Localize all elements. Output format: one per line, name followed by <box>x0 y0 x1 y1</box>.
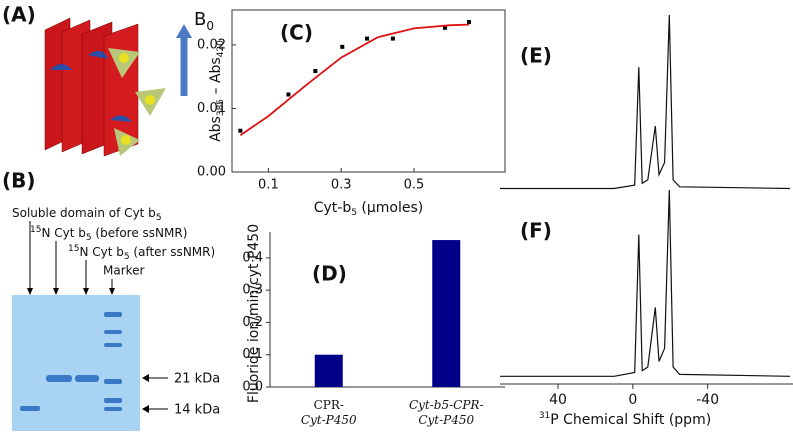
x-tick-label: 0.3 <box>331 178 352 193</box>
t: 15 <box>68 244 79 254</box>
bar <box>432 240 461 387</box>
data-point <box>466 20 471 25</box>
data-point <box>442 25 447 30</box>
y-tick-label: 0.4 <box>242 250 263 265</box>
x-tick-label: CPR-Cyt-P450 <box>301 398 357 427</box>
label-line: Cyt-b5-CPR- <box>409 398 484 412</box>
y-axis-label: Fluoride ion/min/cyt P450 <box>246 224 262 403</box>
x-tick-label: -40 <box>696 392 719 408</box>
x-tick-label: 0 <box>628 392 637 408</box>
x-tick-label: 40 <box>549 392 567 408</box>
label-part: P Chemical Shift (ppm) <box>550 412 711 428</box>
lane-arrows <box>29 221 113 292</box>
axis-label: 31P Chemical Shift (ppm) <box>539 411 711 429</box>
t: 5 <box>86 233 92 243</box>
data-point <box>313 68 318 73</box>
gel-bands <box>20 312 122 411</box>
membrane-diagram <box>44 17 166 157</box>
y-tick-label: 0.3 <box>242 283 263 298</box>
data-point <box>238 128 243 133</box>
plot-frame <box>231 9 506 173</box>
label-part: 385 <box>216 99 226 116</box>
y-tick-label: 0.00 <box>197 165 226 180</box>
mw-arrow-head <box>142 405 149 413</box>
label-line: Cyt-P450 <box>301 413 357 427</box>
field-sub: 0 <box>206 19 214 33</box>
t: (before ssNMR) <box>92 226 188 240</box>
bar <box>314 354 343 387</box>
label-line: Cyt-P450 <box>418 413 474 427</box>
t: N Cyt b <box>41 226 85 240</box>
y-tick-label: 0.2 <box>242 315 263 330</box>
spectrum <box>500 189 791 377</box>
mw-label: 14 kDa <box>174 403 220 418</box>
t: 5 <box>156 213 162 223</box>
label-part: Abs <box>208 116 224 142</box>
spectrum <box>500 14 791 190</box>
y-tick-label: 0.01 <box>197 101 226 116</box>
data-point <box>365 36 370 41</box>
y-tick-label: 0.1 <box>242 347 263 362</box>
data-point <box>286 92 291 97</box>
x-tick-label: Cyt-b5-CPR-Cyt-P450 <box>409 398 484 427</box>
label-part: 31 <box>539 411 550 421</box>
mw-arrow-head <box>142 374 149 382</box>
t: Soluble domain of Cyt b <box>12 206 156 220</box>
t: 15 <box>30 225 41 235</box>
field-label: B0 <box>194 9 214 33</box>
panel-label: (B) <box>2 169 36 193</box>
y-tick-label: 0.02 <box>197 37 226 52</box>
data-point <box>340 44 345 49</box>
y-tick-label: 0.0 <box>242 380 263 395</box>
field-arrow-head <box>176 24 192 38</box>
lane-label: 15N Cyt b5 (before ssNMR) <box>30 225 187 243</box>
panel-label: (A) <box>2 3 36 27</box>
label-part: 420 <box>216 40 226 57</box>
t: 5 <box>124 252 130 262</box>
panel-label: (D) <box>312 262 347 286</box>
field: B <box>194 9 206 30</box>
lane-label: Soluble domain of Cyt b5 <box>12 206 162 223</box>
label-line: CPR- <box>314 398 344 412</box>
t: N Cyt b <box>79 245 123 259</box>
label-part: Cyt-b <box>314 200 352 216</box>
fit-line <box>239 23 470 136</box>
axes <box>269 232 505 388</box>
data-point <box>390 36 395 41</box>
axis-label: Abs385 – Abs420 <box>208 40 226 142</box>
axis-label: Cyt-b5 (μmoles) <box>314 200 424 218</box>
label-part: – Abs <box>208 57 224 99</box>
lane-arrowheads <box>27 288 115 295</box>
label-part: (μmoles) <box>357 200 423 216</box>
lane-label: Marker <box>103 264 145 278</box>
panel-label: (E) <box>520 44 552 68</box>
lane-label: 15N Cyt b5 (after ssNMR) <box>68 244 215 262</box>
mw-label: 21 kDa <box>174 372 220 387</box>
t: (after ssNMR) <box>130 245 216 259</box>
panel-label: (C) <box>280 21 313 45</box>
panel-label: (F) <box>520 219 552 243</box>
x-tick-label: 0.5 <box>404 178 425 193</box>
x-tick-label: 0.1 <box>258 178 279 193</box>
label-part: 5 <box>351 208 357 218</box>
